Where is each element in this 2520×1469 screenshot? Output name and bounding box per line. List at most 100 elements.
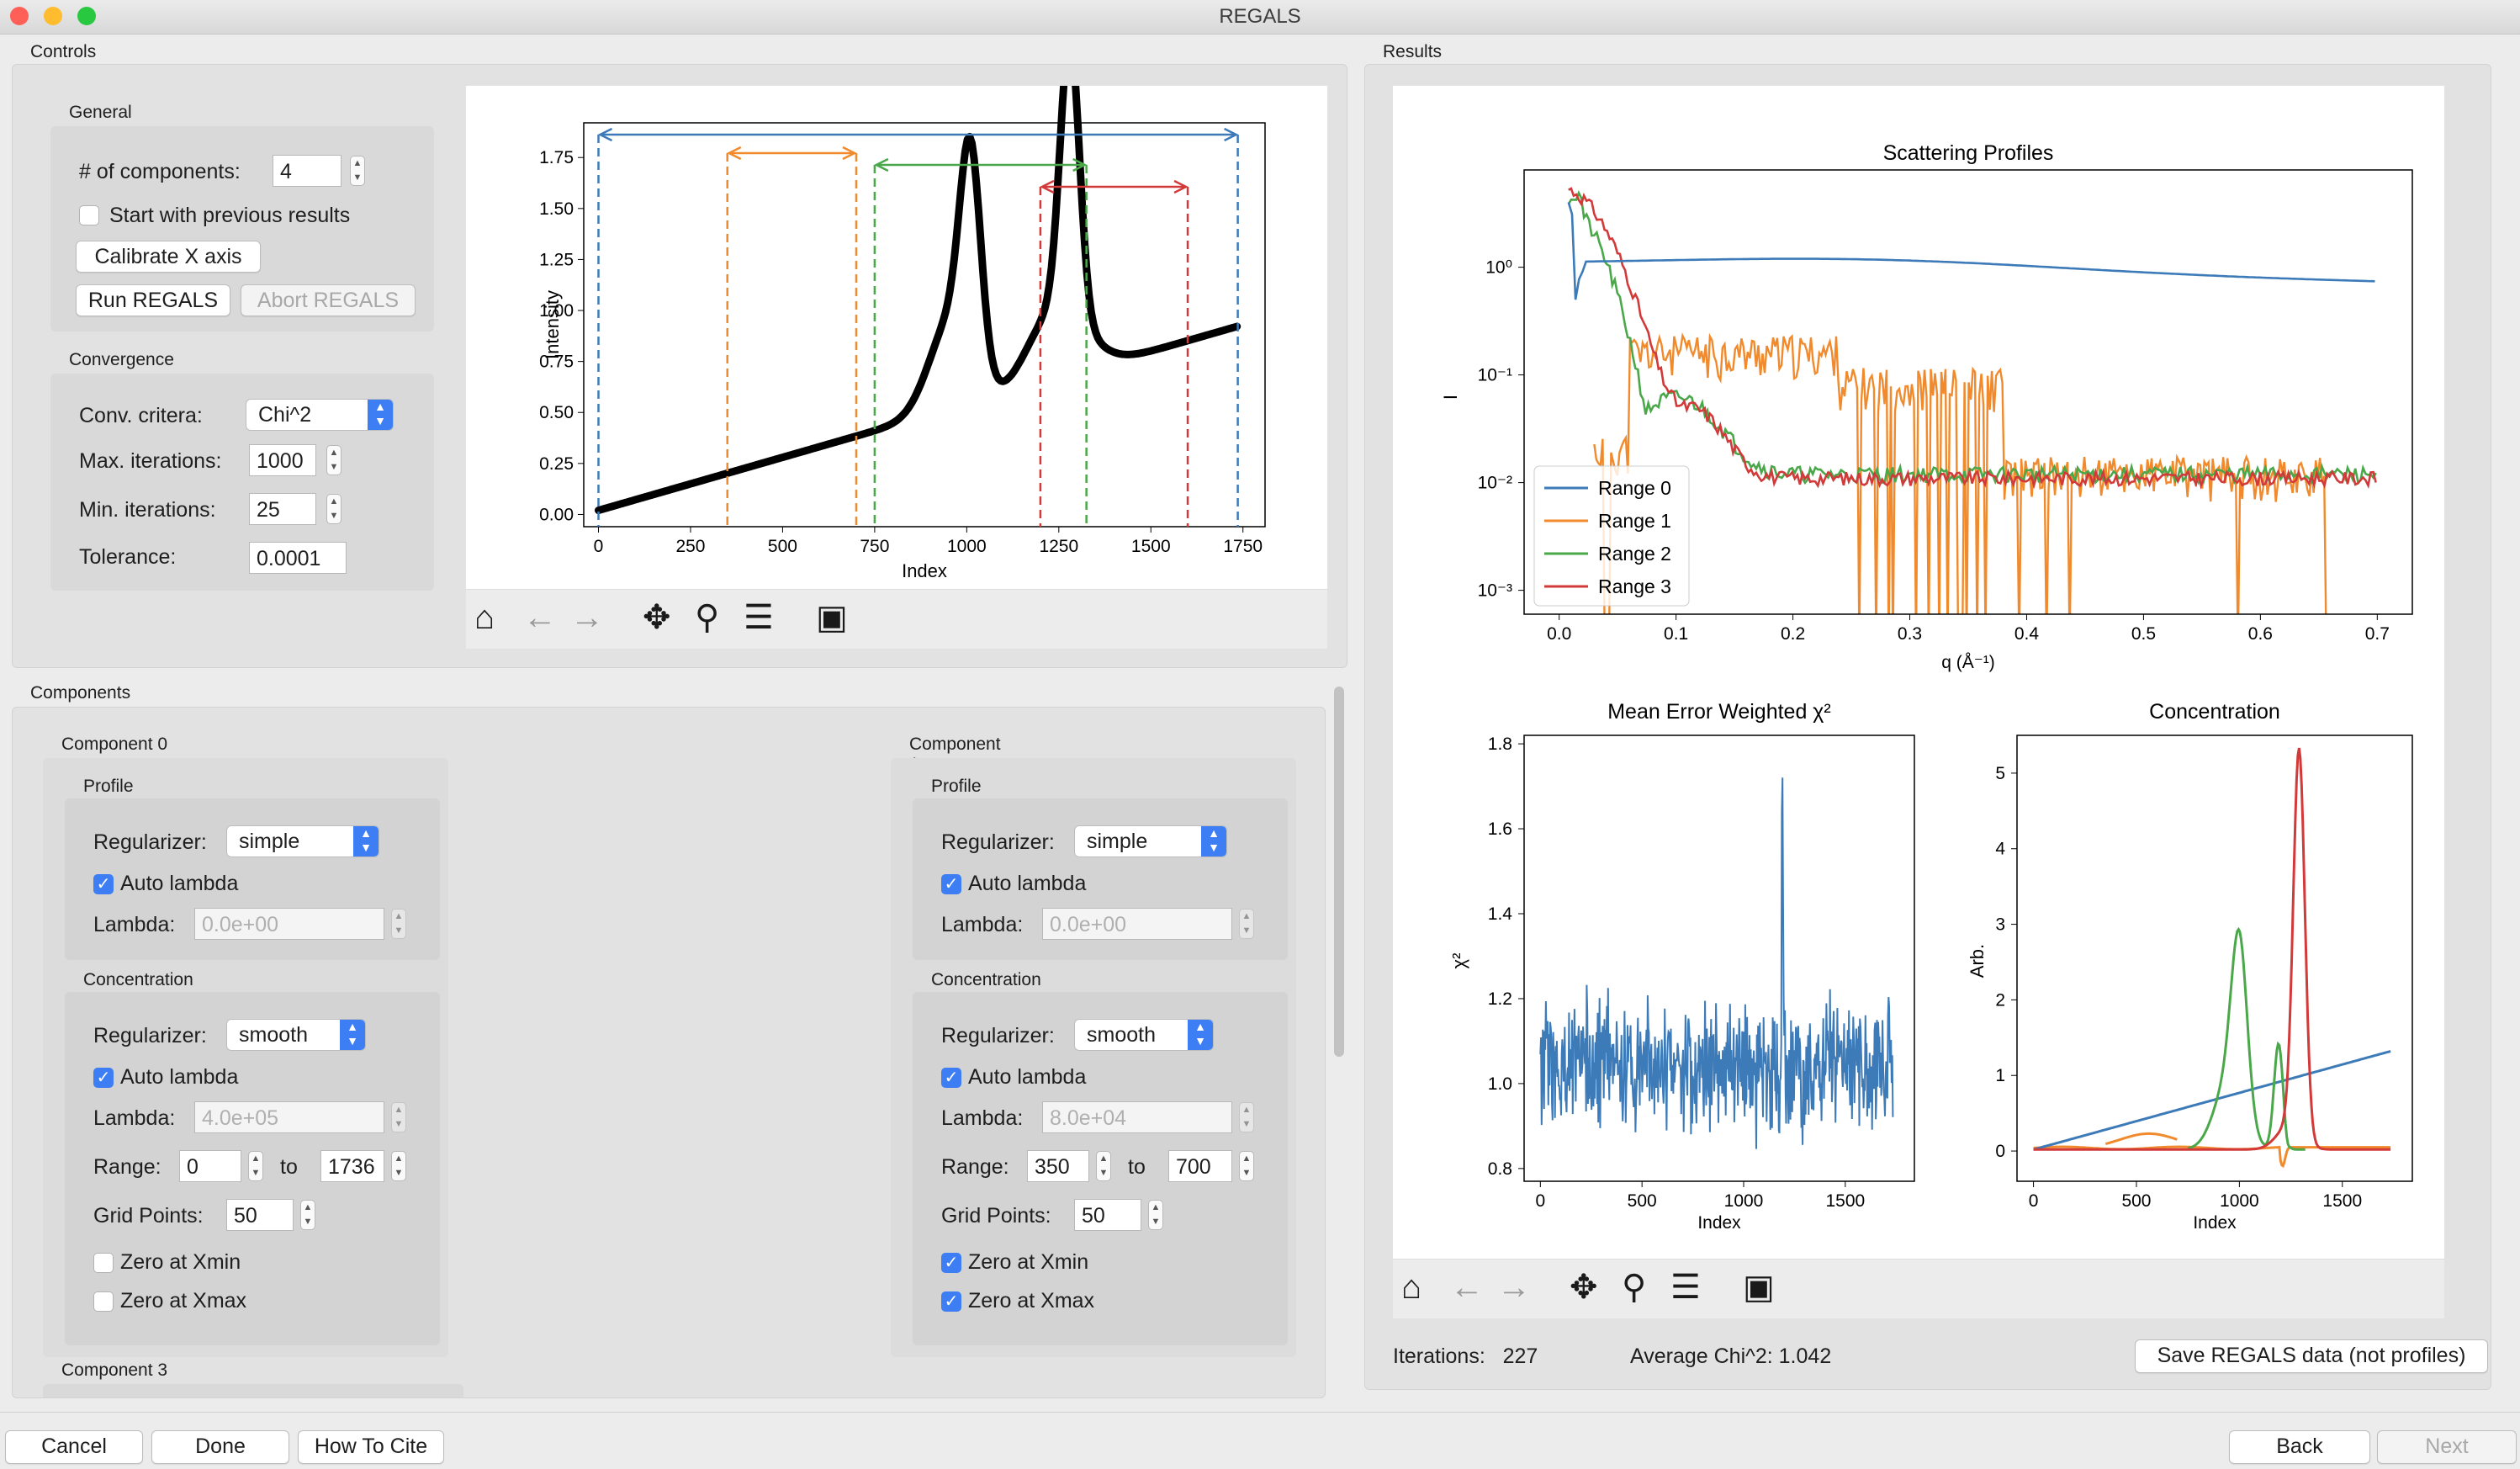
profile-lambda-input[interactable]: 0.0e+00 [194, 908, 384, 940]
forward-arrow-icon[interactable]: → [1497, 1269, 1531, 1306]
next-button[interactable]: Next [2377, 1430, 2517, 1464]
conc-lambda-stepper[interactable]: ▲ ▼ [391, 1102, 406, 1132]
max-iter-stepper[interactable]: ▲ ▼ [326, 445, 341, 475]
max-iter-input[interactable]: 1000 [249, 444, 316, 476]
conc-regularizer-select[interactable]: smooth ▲ ▼ [226, 1019, 366, 1051]
iterations-label: Iterations: 227 [1393, 1344, 1538, 1369]
range-min-input[interactable]: 0 [179, 1150, 241, 1182]
pan-icon[interactable]: ✥ [643, 599, 671, 636]
grid-points-stepper[interactable]: ▲ ▼ [300, 1200, 315, 1230]
profile-regularizer-select[interactable]: simple ▲ ▼ [226, 825, 379, 857]
grid-points-input[interactable]: 50 [1074, 1199, 1141, 1231]
range-max-input[interactable]: 1736 [320, 1150, 384, 1182]
run-regals-button[interactable]: Run REGALS [76, 284, 230, 316]
x-tick-label: 500 [2121, 1191, 2151, 1211]
conv-criteria-select[interactable]: Chi^2 ▲ ▼ [246, 399, 394, 431]
min-iter-input[interactable]: 25 [249, 493, 316, 525]
component-title: Component 0 [61, 734, 168, 754]
start-previous-checkbox[interactable] [79, 205, 99, 225]
zero-xmin-checkbox[interactable] [93, 1253, 114, 1273]
zero-xmax-checkbox[interactable]: ✓ [941, 1291, 961, 1312]
cancel-button[interactable]: Cancel [5, 1430, 143, 1464]
zoom-icon[interactable]: ⚲ [695, 599, 720, 636]
component-0-panel: Component 0 Profile Regularizer: simple ▲… [13, 708, 448, 1357]
minimize-window-icon[interactable] [44, 7, 62, 25]
configure-subplots-icon[interactable]: ☰ [1670, 1269, 1701, 1306]
conv-criteria-label: Conv. critera: [79, 404, 203, 427]
save-figure-icon[interactable]: ▣ [816, 599, 848, 636]
zoom-window-icon[interactable] [77, 7, 96, 25]
range-label: Range: [941, 1155, 1009, 1179]
avg-chi-label: Average Chi^2: 1.042 [1630, 1344, 1831, 1369]
zero-xmin-checkbox[interactable]: ✓ [941, 1253, 961, 1273]
plot-frame [1523, 169, 2413, 615]
title-bar: REGALS [0, 0, 2520, 34]
general-group-title: General [69, 103, 132, 122]
chevron-updown-icon: ▲ ▼ [353, 826, 379, 856]
components-scrollbar-thumb[interactable] [1334, 687, 1344, 1057]
range-arrow-right [1173, 179, 1189, 194]
range-min-stepper[interactable]: ▲ ▼ [1096, 1151, 1111, 1181]
range-max-stepper[interactable]: ▲ ▼ [391, 1151, 406, 1181]
results-figure-canvas[interactable]: Scattering Profiles 0.0 0.1 0.2 0.3 0.4 0.5 0.6… [1393, 86, 2444, 1318]
zero-xmax-checkbox[interactable] [93, 1291, 114, 1312]
how-to-cite-button[interactable]: How To Cite [298, 1430, 444, 1464]
x-axis-label: Index [902, 560, 947, 581]
range-min-input[interactable]: 350 [1027, 1150, 1089, 1182]
num-components-stepper[interactable]: ▲ ▼ [350, 156, 365, 186]
conc-lambda-input[interactable]: 8.0e+04 [1042, 1101, 1232, 1133]
zoom-icon[interactable]: ⚲ [1622, 1269, 1647, 1306]
grid-points-stepper[interactable]: ▲ ▼ [1148, 1200, 1163, 1230]
configure-subplots-icon[interactable]: ☰ [744, 599, 774, 636]
conc-auto-lambda-checkbox[interactable]: ✓ [941, 1068, 961, 1088]
conc-lambda-stepper[interactable]: ▲ ▼ [1239, 1102, 1254, 1132]
abort-regals-button[interactable]: Abort REGALS [241, 284, 416, 316]
range-max-input[interactable]: 700 [1168, 1150, 1232, 1182]
profile-lambda-stepper[interactable]: ▲ ▼ [1239, 909, 1254, 939]
conc-line-range-0 [2033, 1049, 2391, 1151]
min-iter-stepper[interactable]: ▲ ▼ [326, 494, 341, 524]
components-scroll-area[interactable]: Component 0 Profile Regularizer: simple ▲… [12, 707, 1326, 1398]
y-axis-label: Intensity [542, 290, 563, 359]
y-tick-label: 1.25 [539, 250, 574, 269]
close-window-icon[interactable] [10, 7, 29, 25]
profile-regularizer-select[interactable]: simple ▲ ▼ [1074, 825, 1227, 857]
chart-title: Mean Error Weighted χ² [1607, 700, 1831, 724]
home-icon[interactable]: ⌂ [1401, 1269, 1422, 1306]
conc-lambda-input[interactable]: 4.0e+05 [194, 1101, 384, 1133]
conc-auto-lambda-checkbox[interactable]: ✓ [93, 1068, 114, 1088]
back-arrow-icon[interactable]: ← [1450, 1269, 1484, 1306]
range-arrow-left [597, 127, 613, 142]
range-min-stepper[interactable]: ▲ ▼ [248, 1151, 263, 1181]
profile-auto-lambda-checkbox[interactable]: ✓ [93, 874, 114, 894]
back-arrow-icon[interactable]: ← [523, 599, 557, 636]
profile-lambda-input[interactable]: 0.0e+00 [1042, 908, 1232, 940]
y-tick-label: 5 [1995, 764, 2005, 783]
range-max-stepper[interactable]: ▲ ▼ [1239, 1151, 1254, 1181]
profile-lambda-stepper[interactable]: ▲ ▼ [391, 909, 406, 939]
save-regals-data-button[interactable]: Save REGALS data (not profiles) [2135, 1339, 2488, 1373]
controls-section-title: Controls [30, 42, 97, 61]
intensity-plot-canvas[interactable]: 0 250 500 750 1000 1250 1500 1750 0.00 0.25 0.50 0.… [466, 33, 1327, 649]
pan-icon[interactable]: ✥ [1570, 1269, 1598, 1306]
calibrate-x-button[interactable]: Calibrate X axis [76, 241, 261, 273]
tolerance-input[interactable]: 0.0001 [249, 542, 347, 574]
y-tick-label: 0.8 [1488, 1159, 1512, 1179]
done-button[interactable]: Done [151, 1430, 289, 1464]
conc-regularizer-select[interactable]: smooth ▲ ▼ [1074, 1019, 1214, 1051]
profile-auto-lambda-checkbox[interactable]: ✓ [941, 874, 961, 894]
x-tick-label: 0 [2029, 1191, 2039, 1211]
back-button[interactable]: Back [2229, 1430, 2370, 1464]
conc-regularizer-value: smooth [239, 1023, 308, 1047]
min-iter-label: Min. iterations: [79, 498, 216, 522]
components-scrollbar[interactable] [1332, 687, 1346, 1398]
y-tick-label: 0.25 [539, 454, 574, 474]
range-arrow-right [842, 146, 857, 161]
x-tick-label: 250 [675, 537, 705, 556]
home-icon[interactable]: ⌂ [474, 599, 495, 636]
num-components-input[interactable]: 4 [273, 155, 341, 187]
grid-points-input[interactable]: 50 [226, 1199, 294, 1231]
x-tick-label: 750 [860, 537, 889, 556]
save-figure-icon[interactable]: ▣ [1743, 1269, 1775, 1306]
forward-arrow-icon[interactable]: → [570, 599, 604, 636]
